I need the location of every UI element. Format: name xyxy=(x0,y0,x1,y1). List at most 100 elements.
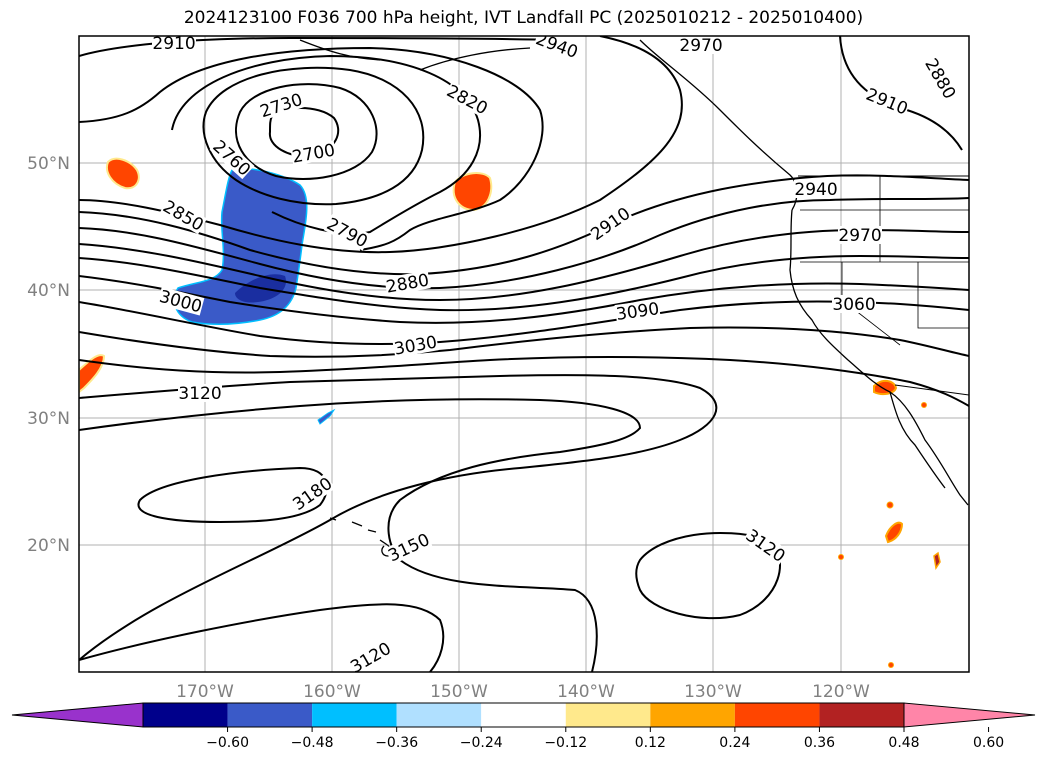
hawaii-islands xyxy=(329,517,393,557)
positive-ivt-region-central xyxy=(452,172,493,212)
height-contours xyxy=(79,36,969,672)
lon-tick-label: 120°W xyxy=(812,682,870,702)
contour-label: 2790 xyxy=(323,214,371,252)
positive-ivt-region-socal xyxy=(873,380,898,396)
contour-label-bg xyxy=(290,140,337,166)
contour-3120-southwest xyxy=(79,603,445,672)
lon-tick-label: 150°W xyxy=(430,682,488,702)
contour-3060 xyxy=(79,326,969,358)
coastline-baja xyxy=(889,391,946,489)
positive-ivt-dot xyxy=(838,554,844,560)
positive-ivt-region-west xyxy=(106,157,140,190)
contour-label: 2850 xyxy=(159,197,206,236)
contour-label: 3150 xyxy=(385,530,433,566)
colorbar-tick-label: −0.36 xyxy=(375,735,418,751)
contour-label-bg xyxy=(832,295,876,313)
colorbar-tick-label: 0.24 xyxy=(719,735,750,751)
contour-3120 xyxy=(79,374,718,661)
contour-label: 2910 xyxy=(152,34,195,54)
contour-2880 xyxy=(79,174,969,276)
coastline-bc-alaska xyxy=(299,39,798,211)
colorbar: −0.60 −0.48 −0.36 −0.24 −0.12 0.12 0.24 0.36 0.4… xyxy=(11,702,1036,751)
contour-label-bg xyxy=(392,332,439,358)
contour-3150 xyxy=(79,398,642,672)
contour-label: 2730 xyxy=(258,90,305,122)
lon-tick-label: 130°W xyxy=(684,682,742,702)
contour-label-bg xyxy=(152,36,196,52)
contour-label-bg xyxy=(794,180,838,198)
contour-label: 2970 xyxy=(679,36,722,56)
contour-label-bg xyxy=(742,525,789,566)
lon-tick-label: 170°W xyxy=(176,682,234,702)
lat-tick-label: 50°N xyxy=(27,154,70,174)
contour-label-bg xyxy=(614,299,661,324)
contour-2760 xyxy=(202,66,425,206)
contour-2820 xyxy=(79,46,544,251)
positive-ivt-dot xyxy=(886,501,894,509)
contour-2910-north xyxy=(79,36,561,57)
contour-label-bg xyxy=(257,89,305,121)
colorbar-segment xyxy=(143,703,228,727)
lat-tick-label: 30°N xyxy=(27,409,70,429)
contour-label-bg xyxy=(178,384,222,402)
lon-tick-label: 140°W xyxy=(557,682,615,702)
colorbar-tick-label: 0.60 xyxy=(973,735,1004,751)
colorbar-tick-label: −0.48 xyxy=(291,735,334,751)
contour-label-bg xyxy=(863,84,911,118)
colorbar-segment xyxy=(396,703,482,727)
contour-label: 2940 xyxy=(533,29,580,63)
colorbar-extension-high xyxy=(903,702,1036,728)
colorbar-segment xyxy=(565,703,651,727)
colorbar-extension-low xyxy=(11,702,144,728)
contour-3180 xyxy=(137,466,328,524)
contour-label-bg xyxy=(209,136,255,180)
lon-tick-label: 160°W xyxy=(303,682,361,702)
positive-ivt-dot xyxy=(921,402,927,408)
colorbar-segment xyxy=(312,703,397,727)
contour-label-bg xyxy=(346,638,395,672)
contour-3090 xyxy=(79,356,969,407)
colorbar-tick-label: 0.36 xyxy=(804,735,835,751)
contour-label-bg xyxy=(384,270,431,296)
contour-2730 xyxy=(235,83,378,180)
border-us-mexico xyxy=(894,384,969,396)
contour-2910 xyxy=(79,197,969,290)
colorbar-tick-label: 0.12 xyxy=(635,735,666,751)
colorbar-segment xyxy=(227,703,313,727)
longitude-labels: 170°W 160°W 150°W 140°W 130°W 120°W xyxy=(176,682,870,702)
contour-label-bg xyxy=(159,196,208,235)
colorbar-tick-label: −0.60 xyxy=(206,735,249,751)
contour-label-bg xyxy=(587,203,634,244)
colorbar-segment xyxy=(650,703,735,727)
contour-label: 3120 xyxy=(178,384,221,404)
contour-3120-south xyxy=(635,531,781,620)
positive-ivt-region-mainland xyxy=(933,551,941,570)
colorbar-segment xyxy=(481,703,566,727)
gridlines xyxy=(79,36,969,672)
contour-label-bg xyxy=(921,54,960,103)
contour-3000 xyxy=(79,275,969,324)
colorbar-tick-label: −0.12 xyxy=(544,735,587,751)
colorbar-segment xyxy=(734,703,820,727)
colorbar-segment xyxy=(819,703,904,727)
contour-label: 3030 xyxy=(393,332,439,359)
contour-label: 2940 xyxy=(794,180,837,200)
contour-label: 2880 xyxy=(920,55,959,102)
lat-tick-label: 40°N xyxy=(27,281,70,301)
colorbar-tick-label: 0.48 xyxy=(888,735,919,751)
colorbar-tick-label: −0.24 xyxy=(460,735,503,751)
contour-label-bg xyxy=(533,36,581,62)
contour-label: 2700 xyxy=(291,140,337,167)
negative-ivt-speck xyxy=(317,408,336,425)
contour-2970 xyxy=(79,254,969,312)
contour-label: 2910 xyxy=(863,85,911,120)
contour-label-bg xyxy=(443,81,492,118)
contour-label-bg xyxy=(157,286,205,316)
map-frame xyxy=(78,35,970,673)
latitude-labels: 50°N 40°N 30°N 20°N xyxy=(27,154,70,556)
contour-label-bg xyxy=(838,226,882,244)
lat-tick-label: 20°N xyxy=(27,536,70,556)
contour-label-bg xyxy=(384,529,433,565)
contour-label: 2820 xyxy=(443,81,491,119)
